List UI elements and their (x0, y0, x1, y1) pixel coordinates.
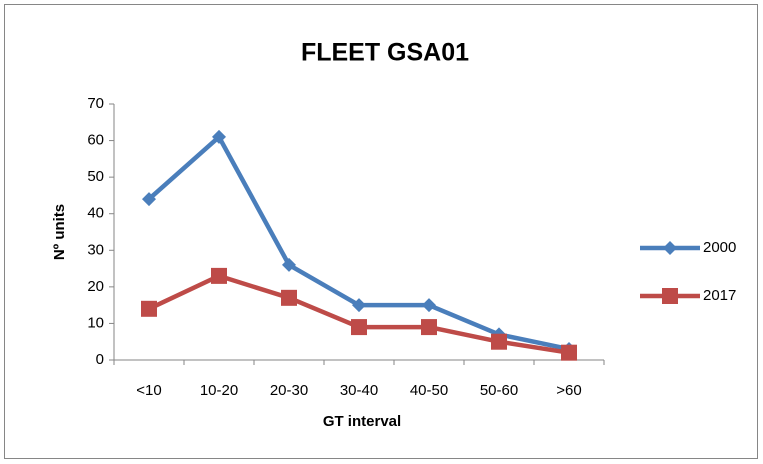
chart-title: FLEET GSA01 (301, 39, 469, 67)
y-tick-label: 0 (96, 351, 104, 368)
x-tick-label: 50-60 (480, 382, 518, 399)
marker (211, 267, 227, 284)
y-tick-label: 50 (87, 168, 104, 185)
y-tick-label: 60 (87, 132, 104, 149)
marker (142, 192, 156, 207)
marker (282, 257, 296, 272)
x-tick-label: <10 (136, 382, 161, 399)
x-axis-title: GT interval (323, 413, 401, 430)
marker (351, 319, 367, 336)
y-tick-label: 20 (87, 278, 104, 295)
chart-border (4, 4, 758, 459)
y-tick-label: 30 (87, 241, 104, 258)
marker (281, 289, 297, 306)
x-tick-label: 30-40 (340, 382, 378, 399)
legend-marker (662, 288, 678, 304)
legend-marker (663, 241, 677, 255)
x-tick-label: 40-50 (410, 382, 448, 399)
x-tick-label: >60 (556, 382, 581, 399)
marker (422, 298, 436, 313)
marker (421, 319, 437, 336)
marker (561, 344, 577, 361)
x-tick-label: 20-30 (270, 382, 308, 399)
marker (212, 129, 226, 144)
marker (352, 298, 366, 313)
y-tick-label: 10 (87, 314, 104, 331)
legend-label: 2017 (703, 287, 736, 304)
x-tick-label: 10-20 (200, 382, 238, 399)
marker (141, 300, 157, 317)
legend-label: 2000 (703, 239, 736, 256)
y-axis-title: Nº units (51, 204, 68, 260)
y-tick-label: 70 (87, 95, 104, 112)
y-tick-label: 40 (87, 205, 104, 222)
marker (491, 333, 507, 350)
